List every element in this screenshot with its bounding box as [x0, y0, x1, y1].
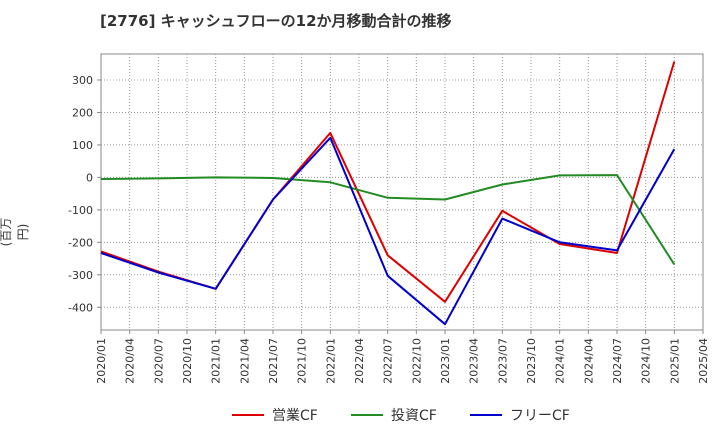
x-tick-label: 2022/04 [353, 338, 366, 384]
y-tick-label: 0 [86, 171, 93, 184]
x-tick-label: 2020/01 [95, 338, 108, 384]
x-ticks: 2020/01 2020/04 2020/07 2020/10 2021/01 2021/… [95, 330, 710, 384]
x-tick-label: 2024/01 [554, 338, 567, 384]
x-tick-label: 2023/01 [439, 338, 452, 384]
y-tick-label: -200 [68, 236, 93, 249]
y-tick-label: 300 [72, 74, 93, 87]
legend: 営業CF 投資CF フリーCF [232, 408, 570, 424]
x-tick-label: 2023/10 [525, 338, 538, 384]
x-tick-label: 2024/10 [640, 338, 653, 384]
y-tick-label: 200 [72, 106, 93, 119]
y-tick-label: -300 [68, 269, 93, 282]
x-tick-label: 2021/10 [296, 338, 309, 384]
x-tick-label: 2025/01 [668, 338, 681, 384]
x-tick-label: 2024/07 [611, 338, 624, 384]
y-tick-label: -100 [68, 204, 93, 217]
x-tick-label: 2021/01 [210, 338, 223, 384]
y-ticks: 300 200 100 0 -100 -200 -300 -400 [68, 74, 101, 314]
grid-lines [101, 54, 703, 330]
x-tick-label: 2024/04 [582, 338, 595, 384]
x-tick-label: 2020/07 [152, 338, 165, 384]
x-tick-label: 2022/01 [324, 338, 337, 384]
legend-label: 営業CF [272, 408, 318, 424]
legend-label: 投資CF [391, 408, 437, 424]
x-tick-label: 2020/04 [124, 338, 137, 384]
y-tick-label: 100 [72, 139, 93, 152]
series-line [100, 136, 676, 326]
x-tick-label: 2023/04 [468, 338, 481, 384]
x-tick-label: 2022/07 [382, 338, 395, 384]
x-tick-label: 2020/10 [181, 338, 194, 384]
x-tick-label: 2022/10 [410, 338, 423, 384]
x-tick-label: 2023/07 [496, 338, 509, 384]
x-tick-label: 2021/04 [238, 338, 251, 384]
y-tick-label: -400 [68, 301, 93, 314]
x-tick-label: 2025/04 [697, 338, 710, 384]
series-line [100, 174, 676, 265]
legend-label: フリーCF [510, 408, 570, 424]
chart-title: [2776] キャッシュフローの12か月移動合計の推移 [100, 12, 452, 30]
series-lines [100, 61, 676, 326]
x-tick-label: 2021/07 [267, 338, 280, 384]
